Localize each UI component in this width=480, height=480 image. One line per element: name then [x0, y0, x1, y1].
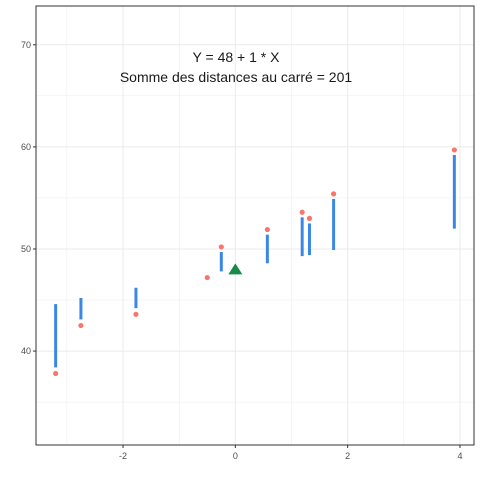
- axis-ticks: -2 0 2 4 40 50 60 70: [21, 40, 462, 461]
- grid: [36, 6, 474, 445]
- data-point: [263, 226, 271, 233]
- x-tick-label: 2: [345, 451, 350, 461]
- sum-squares-annotation: Somme des distances au carré = 201: [120, 69, 353, 85]
- data-point: [450, 146, 458, 154]
- residual-segments: [54, 155, 456, 368]
- mean-marker: [228, 263, 243, 275]
- annotations: Y = 48 + 1 * X Somme des distances au ca…: [120, 49, 353, 85]
- data-point: [203, 274, 211, 281]
- x-tick-label: 4: [457, 451, 462, 461]
- data-point: [306, 214, 313, 222]
- data-point: [298, 208, 306, 216]
- panel-border: [35, 5, 475, 446]
- data-point: [52, 370, 60, 377]
- equation-annotation: Y = 48 + 1 * X: [193, 49, 281, 65]
- y-tick-label: 40: [21, 346, 31, 356]
- x-tick-label: 0: [233, 451, 238, 461]
- x-tick-label: -2: [119, 451, 127, 461]
- data-point: [132, 310, 140, 318]
- y-tick-label: 50: [21, 244, 31, 254]
- y-tick-label: 70: [21, 40, 31, 50]
- mean-marker-group: [228, 263, 243, 275]
- data-point: [217, 243, 225, 251]
- data-points: [52, 146, 458, 377]
- data-point: [77, 322, 85, 329]
- data-point: [330, 190, 338, 198]
- y-tick-label: 60: [21, 142, 31, 152]
